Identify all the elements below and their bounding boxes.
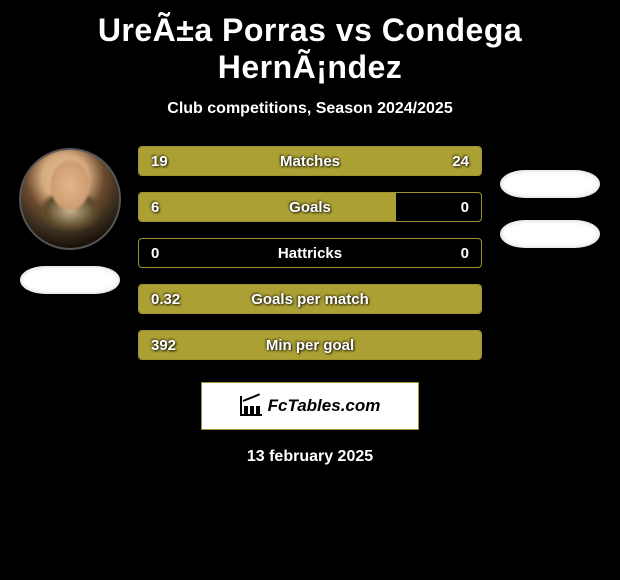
player-left-avatar	[19, 148, 121, 250]
avatar-face	[21, 150, 119, 248]
footer: FcTables.com 13 february 2025	[10, 382, 610, 466]
stat-left-value: 392	[151, 331, 176, 360]
stat-row-min-per-goal: 392 Min per goal	[138, 330, 482, 360]
logo-text: FcTables.com	[268, 396, 381, 416]
chart-icon	[240, 396, 262, 416]
stat-left-value: 6	[151, 193, 159, 222]
stat-label: Hattricks	[278, 239, 342, 268]
stat-left-value: 19	[151, 147, 168, 176]
page-subtitle: Club competitions, Season 2024/2025	[10, 100, 610, 118]
stat-row-hattricks: 0 Hattricks 0	[138, 238, 482, 268]
stat-right-value: 0	[461, 239, 469, 268]
stat-row-goals-per-match: 0.32 Goals per match	[138, 284, 482, 314]
stat-label: Goals	[289, 193, 331, 222]
comparison-row: 19 Matches 24 6 Goals 0 0 Hattricks 0	[10, 144, 610, 360]
page-title: UreÃ±a Porras vs Condega HernÃ¡ndez	[10, 12, 610, 86]
stat-right-value: 0	[461, 193, 469, 222]
player-right-flag-bottom	[500, 220, 600, 248]
stat-left-value: 0	[151, 239, 159, 268]
stat-label: Goals per match	[251, 285, 369, 314]
player-right-column	[490, 144, 610, 248]
player-left-column	[10, 144, 130, 294]
stats-list: 19 Matches 24 6 Goals 0 0 Hattricks 0	[138, 144, 482, 360]
comparison-date: 13 february 2025	[247, 448, 373, 466]
player-right-flag-top	[500, 170, 600, 198]
stat-bar-left	[139, 193, 396, 221]
stat-row-goals: 6 Goals 0	[138, 192, 482, 222]
fctables-logo[interactable]: FcTables.com	[201, 382, 419, 430]
stat-right-value: 24	[452, 147, 469, 176]
stat-left-value: 0.32	[151, 285, 180, 314]
player-left-flag	[20, 266, 120, 294]
comparison-card: UreÃ±a Porras vs Condega HernÃ¡ndez Club…	[0, 0, 620, 466]
stat-label: Min per goal	[266, 331, 354, 360]
stat-row-matches: 19 Matches 24	[138, 146, 482, 176]
stat-label: Matches	[280, 147, 340, 176]
